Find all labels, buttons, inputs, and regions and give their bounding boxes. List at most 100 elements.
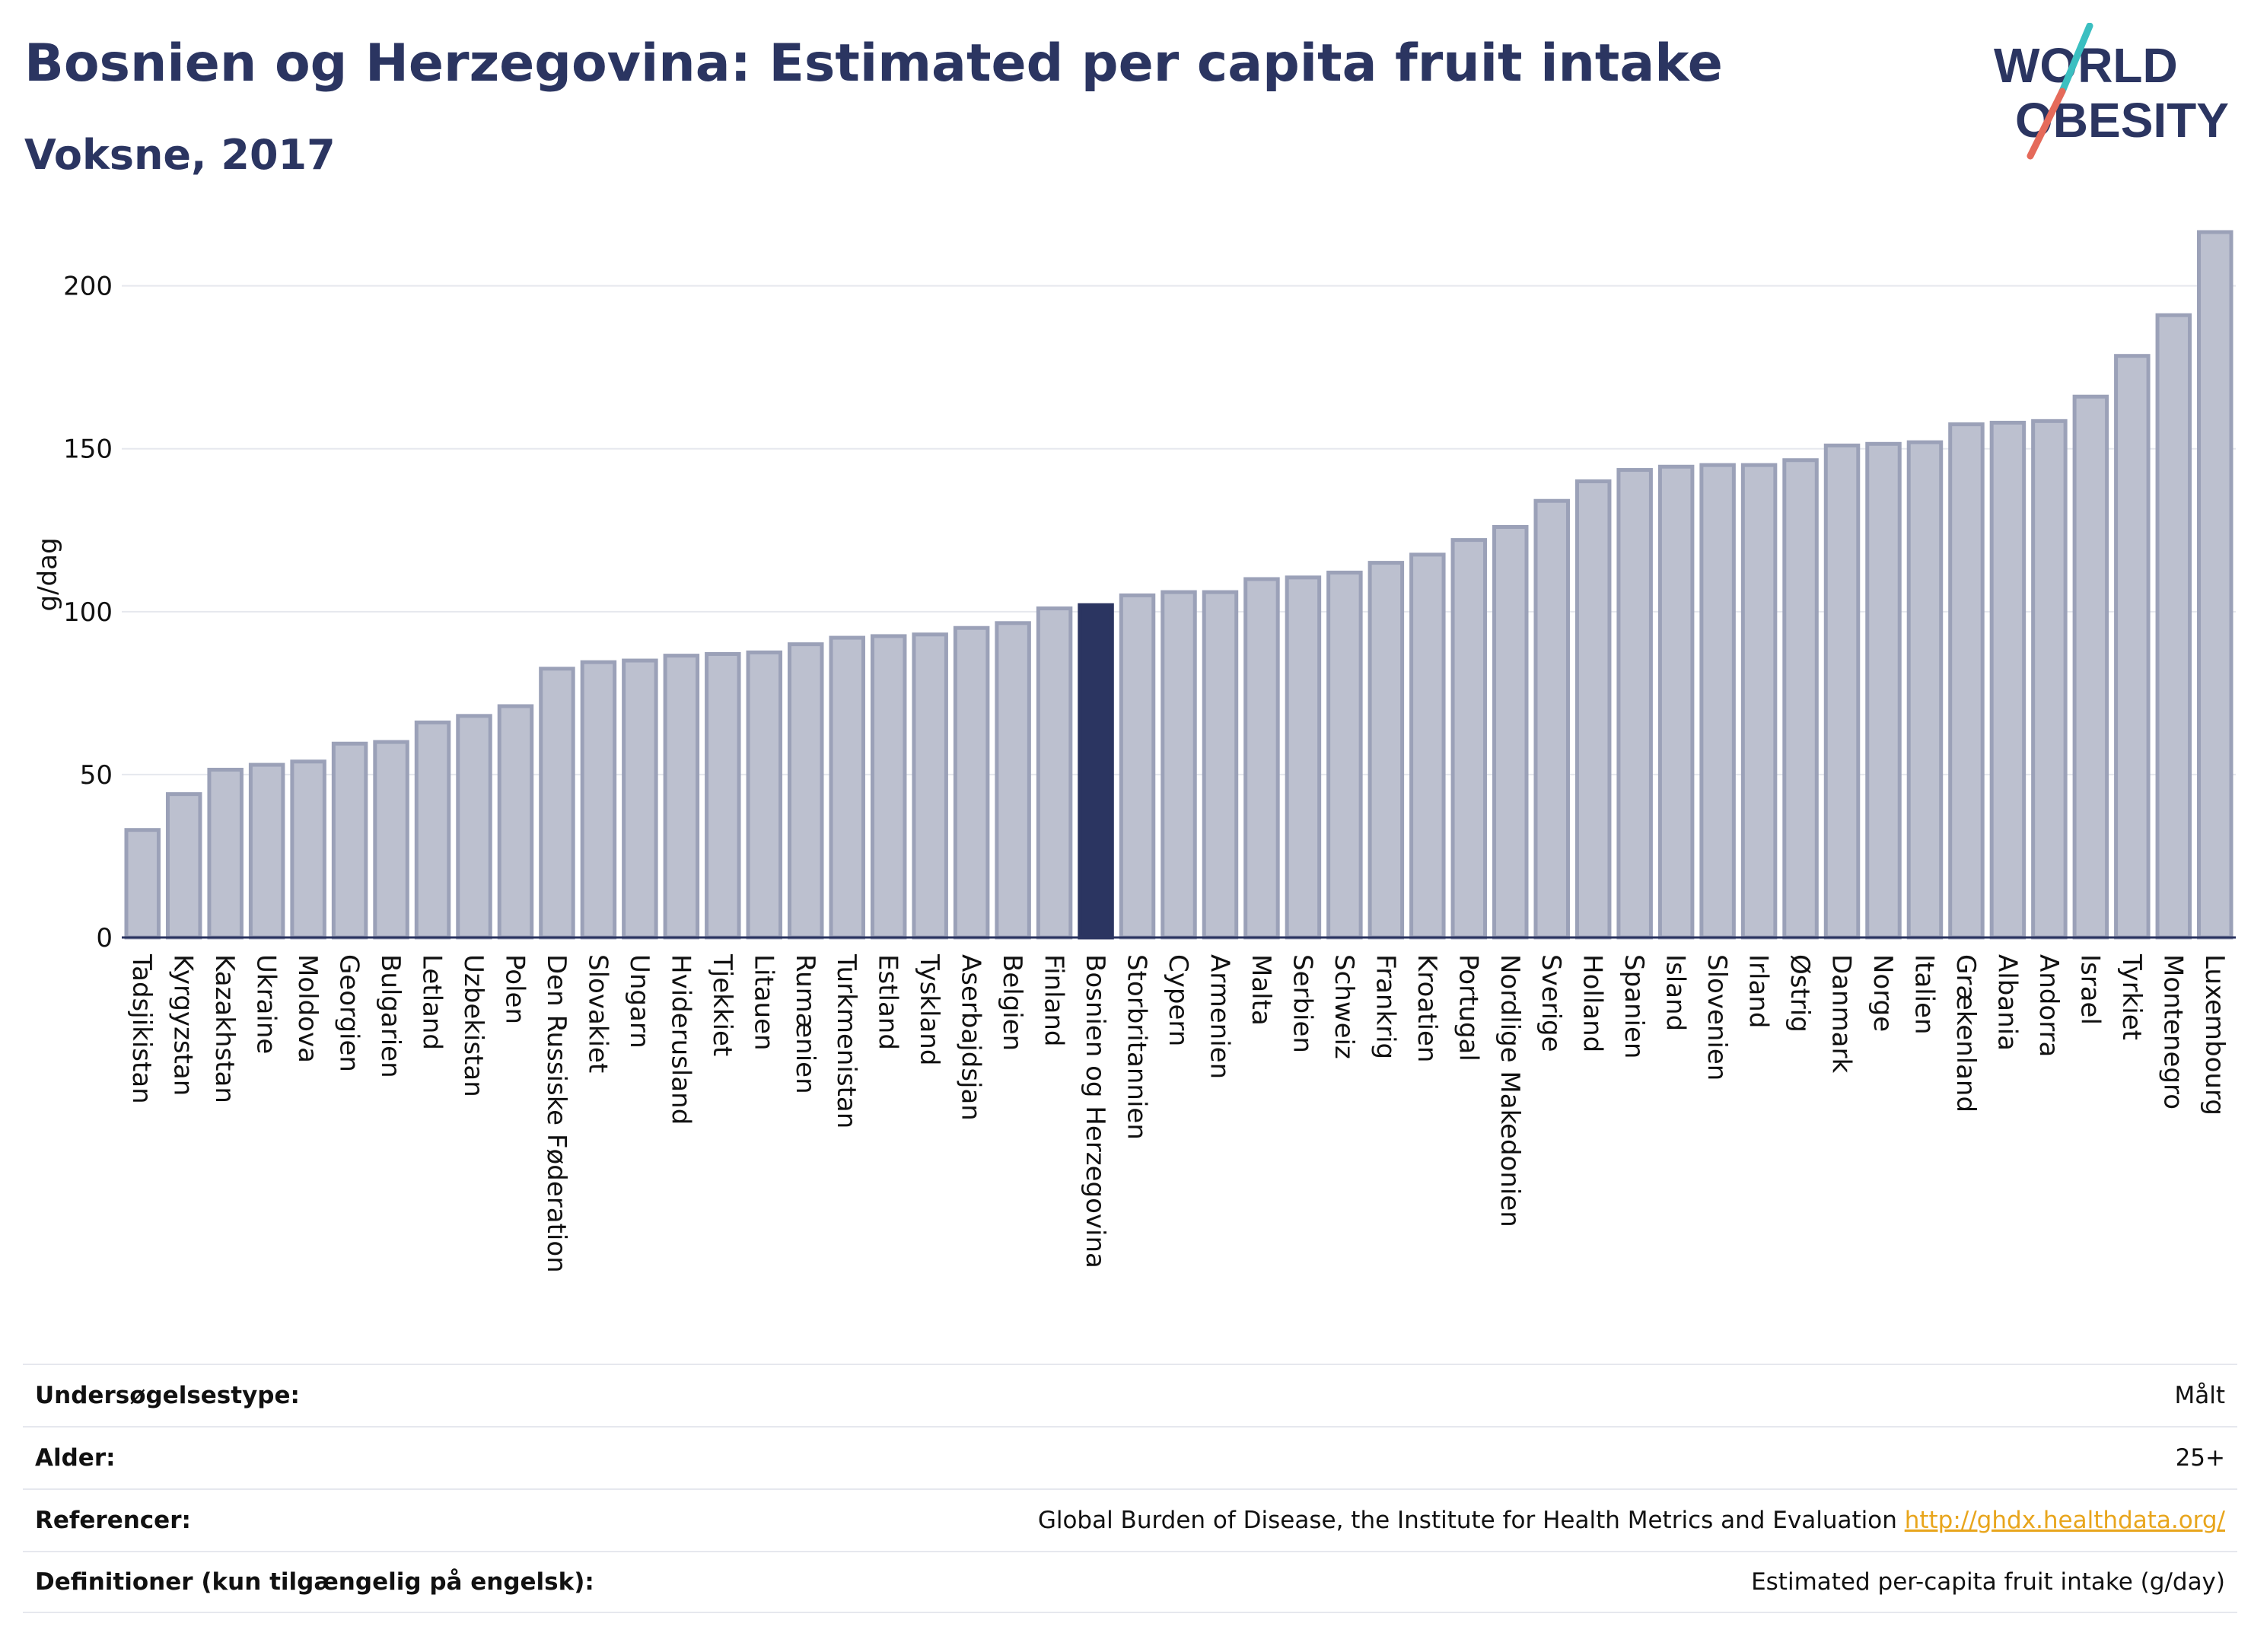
x-tick-label: Rumænien — [790, 954, 820, 1094]
metadata-value: 25+ — [2175, 1444, 2225, 1472]
metadata-label: Alder: — [35, 1444, 116, 1472]
bar[interactable] — [1450, 538, 1488, 940]
x-tick-label: Serbien — [1287, 954, 1317, 1053]
logo-slash-teal — [2058, 23, 2093, 95]
bar[interactable] — [705, 651, 741, 940]
x-tick-label: Estland — [873, 954, 903, 1050]
bars — [124, 230, 2233, 940]
bar[interactable] — [1616, 468, 1653, 940]
x-tick-label: Schweiz — [1329, 954, 1359, 1059]
x-tick-label: Andorra — [2033, 954, 2064, 1057]
x-tick-label: Norge — [1867, 954, 1898, 1032]
bar[interactable] — [995, 621, 1031, 940]
bar[interactable] — [663, 654, 700, 940]
x-tick-label: Tyrkiet — [2116, 953, 2147, 1040]
bar[interactable] — [373, 740, 409, 940]
world-obesity-logo: WORLD OBESITY — [1994, 23, 2229, 160]
metadata-label: Definitioner (kun tilgængelig på engelsk… — [35, 1568, 594, 1596]
bar[interactable] — [2197, 230, 2233, 940]
bar[interactable] — [1699, 463, 1736, 940]
bar[interactable] — [207, 767, 244, 940]
bar[interactable] — [124, 828, 161, 940]
y-tick-label: 50 — [80, 760, 113, 791]
bar[interactable] — [1906, 440, 1944, 940]
x-tick-label: Storbritannien — [1122, 954, 1152, 1140]
bar[interactable] — [1285, 575, 1322, 940]
bar[interactable] — [1740, 463, 1778, 940]
logo-slash-coral — [2027, 88, 2066, 160]
bar[interactable] — [953, 625, 990, 940]
bar[interactable] — [1161, 590, 1197, 940]
bar[interactable] — [1657, 464, 1695, 940]
bar[interactable] — [331, 741, 368, 940]
metadata-label: Referencer: — [35, 1507, 191, 1534]
metadata-value: Global Burden of Disease, the Institute … — [1037, 1507, 2225, 1534]
bar[interactable] — [829, 635, 865, 940]
bar[interactable] — [1119, 593, 1156, 940]
bar[interactable] — [1823, 443, 1861, 940]
bar[interactable] — [1078, 603, 1114, 940]
metadata-row: Undersøgelsestype: Målt — [23, 1364, 2237, 1426]
x-tick-label: Moldova — [292, 954, 323, 1063]
bar[interactable] — [2114, 354, 2151, 940]
bar[interactable] — [456, 714, 492, 940]
y-tick-label: 0 — [96, 923, 113, 953]
bar[interactable] — [1326, 570, 1363, 940]
bar[interactable] — [2072, 394, 2109, 940]
x-tick-label: Danmark — [1826, 954, 1857, 1073]
x-tick-label: Nordlige Makedonien — [1495, 954, 1525, 1227]
bar[interactable] — [580, 660, 617, 940]
x-tick-label: Spanien — [1619, 954, 1649, 1058]
bar[interactable] — [539, 667, 575, 940]
bar[interactable] — [1989, 420, 2027, 940]
x-tick-label: Turkmenistan — [831, 953, 861, 1128]
x-tick-label: Uzbekistan — [458, 954, 489, 1097]
bar[interactable] — [1367, 561, 1405, 940]
bar[interactable] — [414, 720, 451, 940]
bar[interactable] — [290, 759, 326, 940]
x-tick-label: Belgien — [997, 954, 1027, 1051]
bar[interactable] — [870, 634, 907, 940]
reference-link[interactable]: http://ghdx.healthdata.org/ — [1904, 1507, 2225, 1534]
bar[interactable] — [1492, 524, 1529, 940]
x-tick-label: Luxembourg — [2199, 954, 2230, 1116]
bar[interactable] — [1865, 441, 1902, 940]
bar[interactable] — [912, 632, 948, 940]
bar[interactable] — [2031, 419, 2068, 940]
bar[interactable] — [497, 704, 534, 940]
bar[interactable] — [1202, 590, 1239, 940]
x-tick-label: Albania — [1992, 954, 2022, 1051]
x-tick-label: Malta — [1246, 954, 1276, 1026]
y-tick-label: 150 — [63, 434, 113, 465]
bar[interactable] — [1533, 498, 1570, 940]
x-tick-label: Sverige — [1536, 954, 1566, 1052]
x-tick-label: Tyskland — [914, 953, 944, 1065]
bar[interactable] — [788, 642, 824, 940]
x-tick-label: Østrig — [1785, 954, 1815, 1033]
bar[interactable] — [1409, 552, 1446, 940]
page-title: Bosnien og Herzegovina: Estimated per ca… — [24, 33, 1723, 94]
bar[interactable] — [248, 762, 285, 940]
bar[interactable] — [165, 792, 202, 940]
x-tick-label: Hviderusland — [665, 954, 696, 1125]
y-tick-label: 200 — [63, 272, 113, 302]
x-tick-label: Tjekkiet — [707, 953, 737, 1056]
metadata-value: Estimated per-capita fruit intake (g/day… — [1751, 1568, 2225, 1596]
bar[interactable] — [622, 658, 658, 940]
bar[interactable] — [1243, 577, 1280, 940]
bar[interactable] — [1574, 479, 1612, 940]
y-tick-label: 100 — [63, 597, 113, 628]
x-tick-label: Letland — [417, 954, 447, 1050]
x-tick-label: Tadsjikistan — [126, 953, 157, 1104]
bar[interactable] — [1036, 606, 1073, 940]
x-tick-label: Kyrgyzstan — [168, 954, 199, 1096]
bar[interactable] — [1948, 422, 1985, 940]
x-tick-label: Polen — [499, 954, 530, 1024]
bar[interactable] — [1782, 458, 1819, 940]
bar[interactable] — [2155, 313, 2192, 940]
x-tick-label: Portugal — [1453, 954, 1483, 1062]
x-tick-label: Aserbajdsjan — [956, 954, 986, 1121]
x-tick-label: Armenien — [1204, 954, 1234, 1079]
metadata-table: Undersøgelsestype: Målt Alder: 25+ Reference… — [23, 1364, 2237, 1613]
bar[interactable] — [746, 650, 783, 940]
